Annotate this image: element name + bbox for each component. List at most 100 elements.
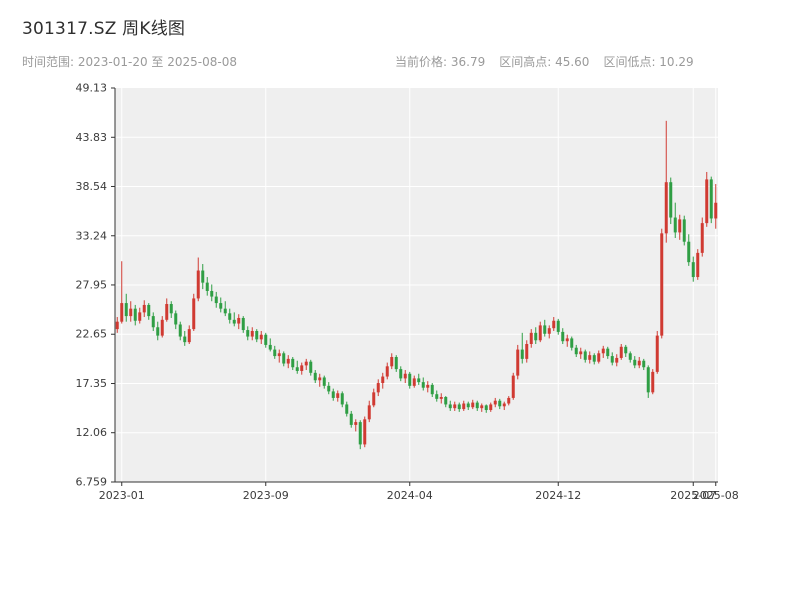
candle-body xyxy=(178,324,182,337)
candle-body xyxy=(633,359,637,366)
y-tick-label: 12.06 xyxy=(76,426,108,439)
candle-body xyxy=(376,383,380,393)
candle-body xyxy=(264,334,268,345)
x-tick-label: 2025-08 xyxy=(693,489,739,502)
candle-body xyxy=(565,338,569,342)
candle-body xyxy=(246,330,250,337)
candle-body xyxy=(507,397,511,404)
candle-body xyxy=(232,319,236,324)
candle-body xyxy=(624,346,628,354)
candle-body xyxy=(300,365,304,371)
candle-body xyxy=(552,320,556,329)
candle-body xyxy=(534,332,538,341)
candle-body xyxy=(295,367,299,371)
candle-body xyxy=(529,332,533,344)
candle-body xyxy=(169,304,173,314)
candle-body xyxy=(426,384,430,388)
candle-body xyxy=(520,349,524,359)
y-tick-label: 27.95 xyxy=(76,278,108,291)
candle-body xyxy=(561,331,565,342)
candle-body xyxy=(210,290,214,297)
candle-body xyxy=(363,419,367,445)
candle-body xyxy=(678,219,682,233)
current-price-label: 当前价格: 36.79 xyxy=(395,55,486,69)
candle-body xyxy=(462,403,466,410)
candle-body xyxy=(354,422,358,425)
candle-body xyxy=(142,304,146,313)
candle-body xyxy=(714,202,718,219)
candle-body xyxy=(313,372,317,381)
candle-body xyxy=(250,330,254,337)
candle-body xyxy=(709,179,713,219)
candle-body xyxy=(160,319,164,336)
x-tick-label: 2025-07 xyxy=(670,489,716,502)
candle-body xyxy=(606,348,610,357)
candle-body xyxy=(115,321,119,330)
candle-body xyxy=(642,360,646,368)
candle-body xyxy=(547,328,551,334)
candle-body xyxy=(408,373,412,386)
page-title: 301317.SZ 周K线图 xyxy=(22,19,186,39)
range-high-label: 区间高点: 45.60 xyxy=(499,55,590,69)
candle-body xyxy=(291,358,295,368)
candle-body xyxy=(619,346,623,358)
candle-body xyxy=(543,325,547,334)
candle-body xyxy=(390,357,394,367)
candle-body xyxy=(628,353,632,360)
y-tick-label: 49.13 xyxy=(76,82,108,95)
candle-body xyxy=(466,403,470,408)
candle-body xyxy=(156,327,160,336)
candle-body xyxy=(682,219,686,242)
candle-body xyxy=(282,353,286,364)
candle-body xyxy=(601,348,605,354)
candle-body xyxy=(475,402,479,409)
candle-body xyxy=(399,369,403,379)
candle-body xyxy=(259,334,263,340)
candle-body xyxy=(664,182,668,234)
candle-body xyxy=(138,312,142,321)
candle-body xyxy=(201,270,205,283)
candle-body xyxy=(700,223,704,253)
candle-body xyxy=(637,360,641,366)
candle-body xyxy=(610,356,614,363)
x-tick-label: 2024-12 xyxy=(535,489,581,502)
candle-body xyxy=(367,405,371,420)
candle-body xyxy=(687,241,691,263)
candle-body xyxy=(241,317,245,331)
candle-body xyxy=(133,308,137,321)
candle-body xyxy=(322,377,326,386)
candle-body xyxy=(511,375,515,398)
candle-body xyxy=(457,404,461,410)
candle-body xyxy=(448,404,452,409)
candle-body xyxy=(484,405,488,411)
candle-body xyxy=(187,329,191,343)
candle-body xyxy=(705,179,709,224)
candle-body xyxy=(385,366,389,377)
candle-body xyxy=(309,361,313,373)
candle-body xyxy=(273,349,277,357)
candle-body xyxy=(223,308,227,314)
candle-body xyxy=(691,262,695,278)
candle-body xyxy=(660,233,664,336)
candle-body xyxy=(304,361,308,366)
candle-body xyxy=(403,373,407,379)
candle-body xyxy=(124,303,128,317)
y-tick-label: 43.83 xyxy=(76,131,108,144)
candle-body xyxy=(277,353,281,357)
candle-body xyxy=(219,303,223,309)
candle-body xyxy=(147,304,151,317)
candle-body xyxy=(570,338,574,348)
candle-body xyxy=(574,347,578,355)
x-tick-label: 2024-04 xyxy=(387,489,433,502)
candle-body xyxy=(651,371,655,393)
range-low-label: 区间低点: 10.29 xyxy=(603,55,694,69)
y-tick-label: 22.65 xyxy=(76,328,108,341)
y-tick-label: 38.54 xyxy=(76,180,108,193)
candle-body xyxy=(597,353,601,362)
candle-body xyxy=(430,384,434,395)
candle-body xyxy=(538,325,542,341)
y-tick-label: 17.35 xyxy=(76,377,108,390)
candle-body xyxy=(493,400,497,405)
candle-body xyxy=(588,355,592,360)
candle-body xyxy=(439,396,443,399)
